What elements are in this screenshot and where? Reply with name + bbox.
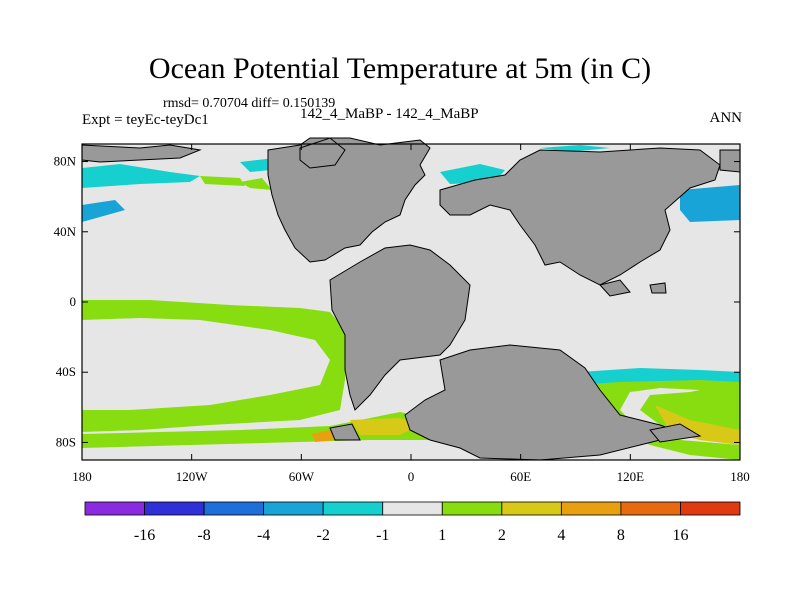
- anomaly-region-indian-ocean-green: [570, 378, 740, 460]
- colorbar-swatch: [263, 501, 324, 516]
- plot-area: [81, 137, 741, 461]
- anomaly-region-north-pacific-cyan-east: [680, 185, 740, 222]
- y-tick-label: 80N: [54, 154, 77, 169]
- x-tick-label: 120W: [176, 469, 209, 484]
- colorbar-swatch: [84, 501, 145, 516]
- anomaly-region-south-orange: [312, 430, 335, 442]
- colorbar-label: 2: [498, 527, 506, 544]
- anomaly-region-north-pacific-green: [200, 176, 245, 186]
- experiment-label: Expt = teyEc-teyDc1: [82, 112, 209, 128]
- anomaly-region-north-atlantic-green: [240, 178, 272, 190]
- anomaly-region-south-pacific-green: [82, 300, 345, 432]
- colorbar-swatch: [203, 501, 265, 516]
- y-tick-label: 80S: [56, 434, 76, 449]
- colorbar-swatch: [322, 501, 384, 516]
- anomaly-region-arctic-cyan-west: [82, 164, 200, 188]
- landmass-antarctic-east-shelf: [649, 423, 702, 443]
- colorbar-label: 4: [557, 527, 565, 544]
- landmass-antarctica-africa: [404, 344, 682, 461]
- landmass-greenland: [299, 137, 346, 169]
- colorbar-label: -16: [134, 527, 155, 544]
- landmass-arctic-east: [719, 149, 741, 173]
- landmass-eurasia: [439, 147, 721, 286]
- colorbar-swatch: [382, 501, 443, 516]
- x-axis: 180 120W 60W 0 60E 120E 180: [72, 144, 750, 484]
- anomaly-region-southern-cyan-east: [580, 368, 740, 384]
- y-tick-label: 40S: [56, 364, 76, 379]
- case-label: 142_4_MaBP - 142_4_MaBP: [300, 106, 479, 122]
- landmass-arctic-west: [81, 144, 202, 163]
- chart-title: Ocean Potential Temperature at 5m (in C): [148, 52, 652, 85]
- anomaly-region-pacific-cyan-west: [82, 200, 125, 222]
- colorbar-label: -1: [376, 527, 389, 544]
- colorbar-swatch: [680, 501, 741, 516]
- colorbar-swatch: [501, 501, 562, 516]
- colorbar-swatch: [620, 501, 681, 516]
- colorbar-swatch: [144, 501, 205, 516]
- x-tick-label: 120E: [617, 469, 645, 484]
- colorbar-label: 8: [617, 527, 625, 544]
- x-tick-label: 60W: [289, 469, 315, 484]
- colorbar-swatch: [560, 501, 622, 516]
- landmass-antarctic-west-shelf: [329, 423, 361, 441]
- y-tick-label: 40N: [54, 224, 77, 239]
- colorbar-label: 1: [438, 527, 446, 544]
- rmsd-diff-stats: rmsd= 0.70704 diff= 0.150139: [163, 96, 336, 111]
- landmass-southern-island: [599, 279, 631, 297]
- x-tick-label: 60E: [510, 469, 531, 484]
- anomaly-region-south-atlantic-yellow: [350, 418, 420, 435]
- x-tick-label: 180: [730, 469, 750, 484]
- season-label: ANN: [709, 110, 743, 126]
- anomaly-region-southeast-yellow: [655, 405, 740, 445]
- landmass-south-america: [329, 244, 471, 411]
- colorbar-swatch: [441, 501, 503, 516]
- colorbar: -16 -8 -4 -2 -1 1 2 4 8 16: [84, 501, 741, 544]
- landmass-east-island: [649, 282, 667, 294]
- x-tick-label: 0: [408, 469, 415, 484]
- colorbar-label: 16: [672, 527, 688, 544]
- y-tick-label: 0: [70, 294, 77, 309]
- colorbar-label: -4: [257, 527, 270, 544]
- y-axis: 80N 40N 0 40S 80S: [54, 154, 740, 449]
- x-tick-label: 180: [72, 469, 92, 484]
- colorbar-label: -8: [197, 527, 210, 544]
- colorbar-label: -2: [317, 527, 330, 544]
